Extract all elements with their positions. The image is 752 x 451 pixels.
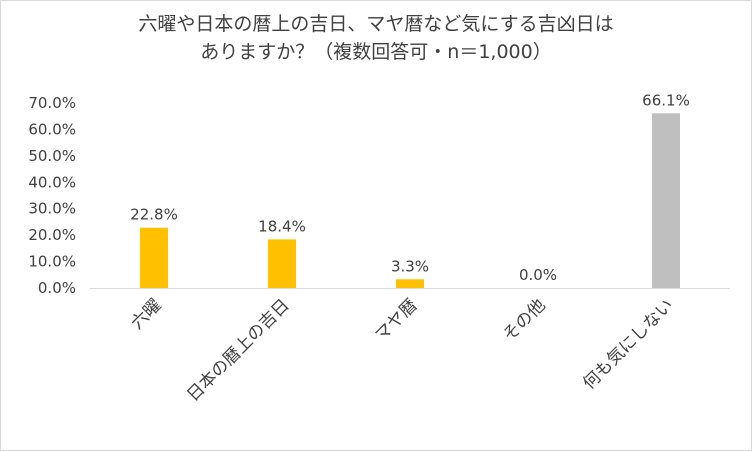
y-tick-label: 60.0% <box>28 120 76 138</box>
bar <box>396 279 424 288</box>
chart-title: 六曜や日本の暦上の吉日、マヤ暦など気にする吉凶日は ありますか？（複数回答可・n… <box>0 10 752 66</box>
category-label: 六曜 <box>127 295 165 333</box>
data-labels-group: 22.8% 18.4% 3.3% 0.0% 66.1% <box>130 91 690 284</box>
y-tick-label: 70.0% <box>28 94 76 112</box>
y-axis: 0.0% 10.0% 20.0% 30.0% 40.0% 50.0% 60.0% 70.0% <box>28 94 76 297</box>
y-tick-label: 30.0% <box>28 200 76 218</box>
data-label: 18.4% <box>258 217 306 235</box>
data-label: 0.0% <box>519 266 557 284</box>
y-tick-label: 50.0% <box>28 147 76 165</box>
y-tick-label: 40.0% <box>28 173 76 191</box>
data-label: 22.8% <box>130 206 178 224</box>
chart-title-line-2: ありますか？（複数回答可・n＝1,000） <box>200 41 552 63</box>
category-label: 日本の暦上の吉日 <box>183 295 293 405</box>
bar <box>140 227 168 288</box>
bar <box>268 239 296 288</box>
y-tick-label: 10.0% <box>28 253 76 271</box>
y-tick-label: 20.0% <box>28 226 76 244</box>
category-labels-group: 六曜 日本の暦上の吉日 マヤ暦 その他 何も気にしない <box>127 295 677 405</box>
data-label: 66.1% <box>642 91 690 109</box>
category-label: 何も気にしない <box>579 295 677 393</box>
bars-group <box>140 113 680 288</box>
y-tick-label: 0.0% <box>38 279 76 297</box>
chart-title-line-1: 六曜や日本の暦上の吉日、マヤ暦など気にする吉凶日は <box>138 13 614 35</box>
data-label: 3.3% <box>391 257 429 275</box>
category-label: マヤ暦 <box>371 295 421 345</box>
category-label: その他 <box>499 295 549 345</box>
bar <box>652 113 680 288</box>
